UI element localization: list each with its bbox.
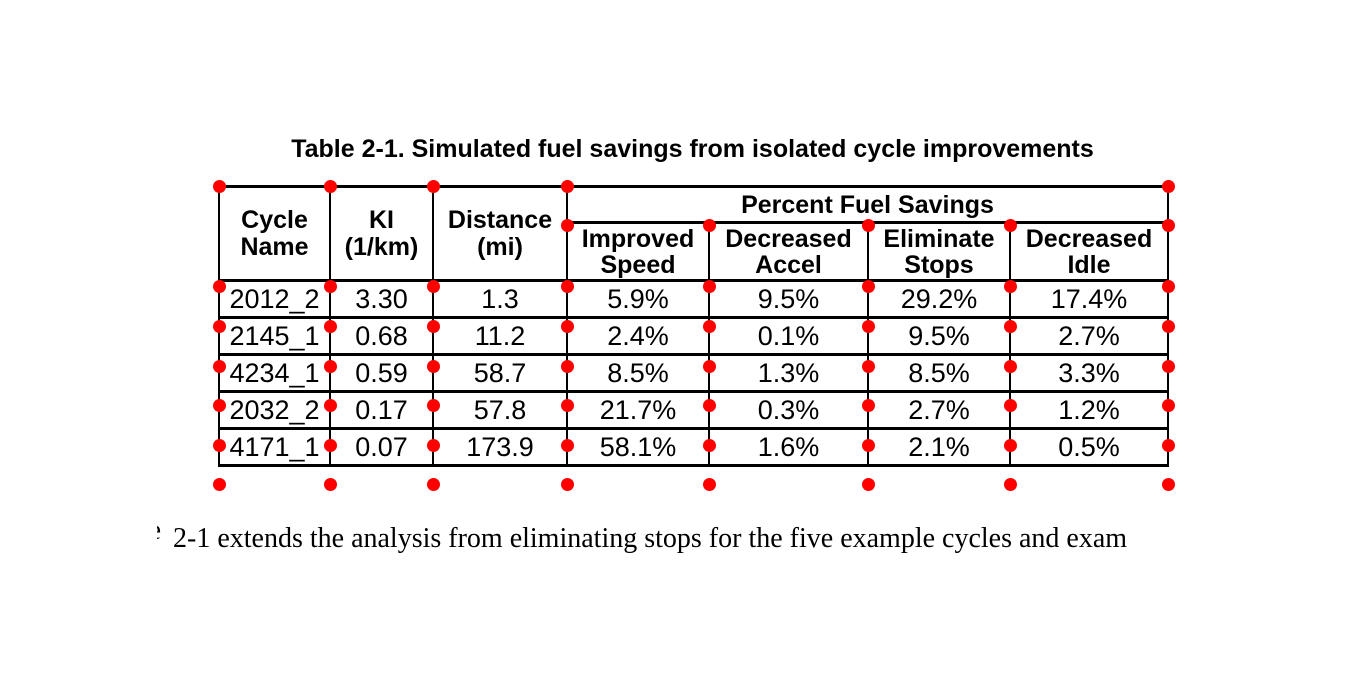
- cell-cycle-name: 2145_1: [218, 316, 331, 356]
- grid-dot: [861, 477, 875, 491]
- cell-cycle-name: 4171_1: [218, 427, 331, 467]
- cell-cycle-name: 2012_2: [218, 279, 331, 319]
- cell-cycle-name: 2032_2: [218, 390, 331, 430]
- cell-decreased-idle: 2.7%: [1009, 316, 1169, 356]
- cell-eliminate-stops: 9.5%: [867, 316, 1011, 356]
- cell-distance: 58.7: [432, 353, 568, 393]
- cell-improved-speed: 58.1%: [566, 427, 710, 467]
- cell-ki: 0.59: [329, 353, 434, 393]
- cell-eliminate-stops: 29.2%: [867, 279, 1011, 319]
- cell-ki: 0.07: [329, 427, 434, 467]
- sub-header-decreased-idle: Decreased Idle: [1009, 221, 1169, 282]
- cell-ki: 0.68: [329, 316, 434, 356]
- group-header-percent-fuel-savings: Percent Fuel Savings: [566, 185, 1169, 224]
- cell-improved-speed: 8.5%: [566, 353, 710, 393]
- cell-decreased-idle: 1.2%: [1009, 390, 1169, 430]
- col-header-distance: Distance (mi): [432, 185, 568, 282]
- fuel-savings-table: Cycle Name KI (1/km) Distance (mi) Perce…: [212, 179, 1175, 491]
- table-row: 4171_1 0.07 173.9 58.1% 1.6% 2.1% 0.5%: [218, 427, 1169, 467]
- cell-cycle-name: 4234_1: [218, 353, 331, 393]
- grid-dot: [1161, 477, 1175, 491]
- cell-distance: 173.9: [432, 427, 568, 467]
- cell-decreased-idle: 17.4%: [1009, 279, 1169, 319]
- cell-eliminate-stops: 8.5%: [867, 353, 1011, 393]
- table-row: 2012_2 3.30 1.3 5.9% 9.5% 29.2% 17.4%: [218, 279, 1169, 319]
- cell-decreased-accel: 1.6%: [708, 427, 869, 467]
- cell-distance: 57.8: [432, 390, 568, 430]
- cell-ki: 0.17: [329, 390, 434, 430]
- cell-eliminate-stops: 2.1%: [867, 427, 1011, 467]
- col-header-ki: KI (1/km): [329, 185, 434, 282]
- cell-decreased-accel: 9.5%: [708, 279, 869, 319]
- body-text-line: e 2-1 extends the analysis from eliminati…: [157, 515, 1127, 555]
- grid-dot: [323, 477, 337, 491]
- cell-distance: 1.3: [432, 279, 568, 319]
- col-header-cycle-name: Cycle Name: [218, 185, 331, 282]
- cell-eliminate-stops: 2.7%: [867, 390, 1011, 430]
- cell-decreased-idle: 0.5%: [1009, 427, 1169, 467]
- cell-decreased-accel: 0.3%: [708, 390, 869, 430]
- grid-dot: [560, 477, 574, 491]
- cell-decreased-accel: 0.1%: [708, 316, 869, 356]
- body-text: 2-1 extends the analysis from eliminatin…: [173, 523, 1128, 554]
- grid-dot: [702, 477, 716, 491]
- cell-decreased-accel: 1.3%: [708, 353, 869, 393]
- table-row: 2032_2 0.17 57.8 21.7% 0.3% 2.7% 1.2%: [218, 390, 1169, 430]
- grid-dot: [1003, 477, 1017, 491]
- cell-improved-speed: 21.7%: [566, 390, 710, 430]
- sub-header-improved-speed: Improved Speed: [566, 221, 710, 282]
- clipped-letter-fragment: e: [157, 515, 161, 547]
- data-table: Cycle Name KI (1/km) Distance (mi) Perce…: [218, 185, 1169, 467]
- sub-header-decreased-accel: Decreased Accel: [708, 221, 869, 282]
- cell-ki: 3.30: [329, 279, 434, 319]
- table-caption: Table 2-1. Simulated fuel savings from i…: [291, 135, 1094, 163]
- table-row: 2145_1 0.68 11.2 2.4% 0.1% 9.5% 2.7%: [218, 316, 1169, 356]
- grid-dot: [212, 477, 226, 491]
- cell-decreased-idle: 3.3%: [1009, 353, 1169, 393]
- cell-distance: 11.2: [432, 316, 568, 356]
- sub-header-eliminate-stops: Eliminate Stops: [867, 221, 1011, 282]
- cell-improved-speed: 5.9%: [566, 279, 710, 319]
- table-row: 4234_1 0.59 58.7 8.5% 1.3% 8.5% 3.3%: [218, 353, 1169, 393]
- grid-dot: [426, 477, 440, 491]
- cell-improved-speed: 2.4%: [566, 316, 710, 356]
